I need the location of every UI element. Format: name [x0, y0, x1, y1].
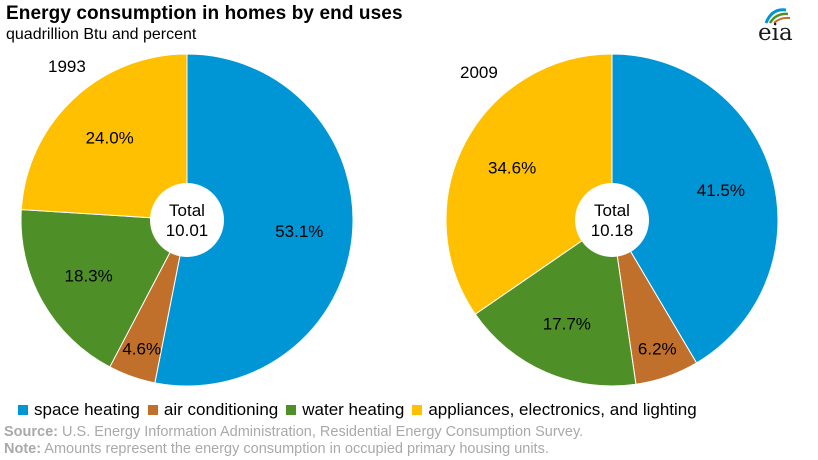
- slice-label-appliances: 34.6%: [488, 159, 536, 178]
- logo-text: eia: [758, 20, 793, 46]
- note-text: Amounts represent the energy consumption…: [41, 441, 549, 457]
- total-value: 10.18: [591, 221, 634, 240]
- legend-item-appliances: appliances, electronics, and lighting: [412, 400, 697, 420]
- total-value: 10.01: [166, 221, 209, 240]
- legend-item-water-heating: water heating: [286, 400, 404, 420]
- total-label: Total: [169, 201, 205, 220]
- slice-label-air-conditioning: 6.2%: [638, 339, 677, 358]
- legend-swatch: [412, 405, 423, 415]
- center-hole: [575, 183, 649, 257]
- legend: space heating air conditioning water hea…: [18, 399, 705, 421]
- legend-label: air conditioning: [163, 400, 279, 419]
- legend-label: appliances, electronics, and lighting: [428, 400, 697, 419]
- footnote: Note: Amounts represent the energy consu…: [4, 441, 549, 457]
- logo-arcs-icon: [764, 8, 791, 24]
- legend-item-space-heating: space heating: [18, 400, 140, 420]
- slice-water-heating: [474, 219, 637, 387]
- slice-space-heating: [154, 53, 354, 387]
- year-label: 2009: [460, 63, 498, 82]
- slice-label-space-heating: 53.1%: [275, 222, 323, 241]
- legend-swatch: [286, 405, 297, 415]
- legend-label: water heating: [302, 400, 405, 419]
- slice-label-water-heating: 17.7%: [543, 315, 591, 334]
- note-label: Note:: [4, 441, 42, 457]
- slice-label-water-heating: 18.3%: [64, 266, 112, 285]
- slice-appliances: [20, 53, 188, 221]
- chart-title: Energy consumption in homes by end uses: [6, 3, 403, 24]
- legend-swatch: [18, 405, 28, 415]
- slice-label-appliances: 24.0%: [86, 129, 134, 148]
- eia-logo: eia: [756, 6, 808, 46]
- slice-appliances: [445, 53, 613, 315]
- slice-water-heating: [20, 209, 188, 368]
- legend-item-air-conditioning: air conditioning: [147, 400, 279, 420]
- chart-subtitle: quadrillion Btu and percent: [6, 26, 197, 43]
- center-hole: [150, 183, 224, 257]
- source-note: Source: U.S. Energy Information Administ…: [4, 424, 583, 440]
- slice-label-space-heating: 41.5%: [697, 181, 745, 200]
- source-text: U.S. Energy Information Administration, …: [58, 424, 584, 440]
- total-label: Total: [594, 201, 630, 220]
- source-label: Source:: [4, 424, 58, 440]
- slice-space-heating: [611, 53, 779, 364]
- year-label: 1993: [48, 57, 86, 76]
- pie-charts: 53.1%4.6%18.3%24.0%Total10.01199341.5%6.…: [20, 53, 779, 387]
- slice-label-air-conditioning: 4.6%: [122, 339, 161, 358]
- legend-swatch: [147, 405, 158, 415]
- legend-label: space heating: [34, 400, 140, 419]
